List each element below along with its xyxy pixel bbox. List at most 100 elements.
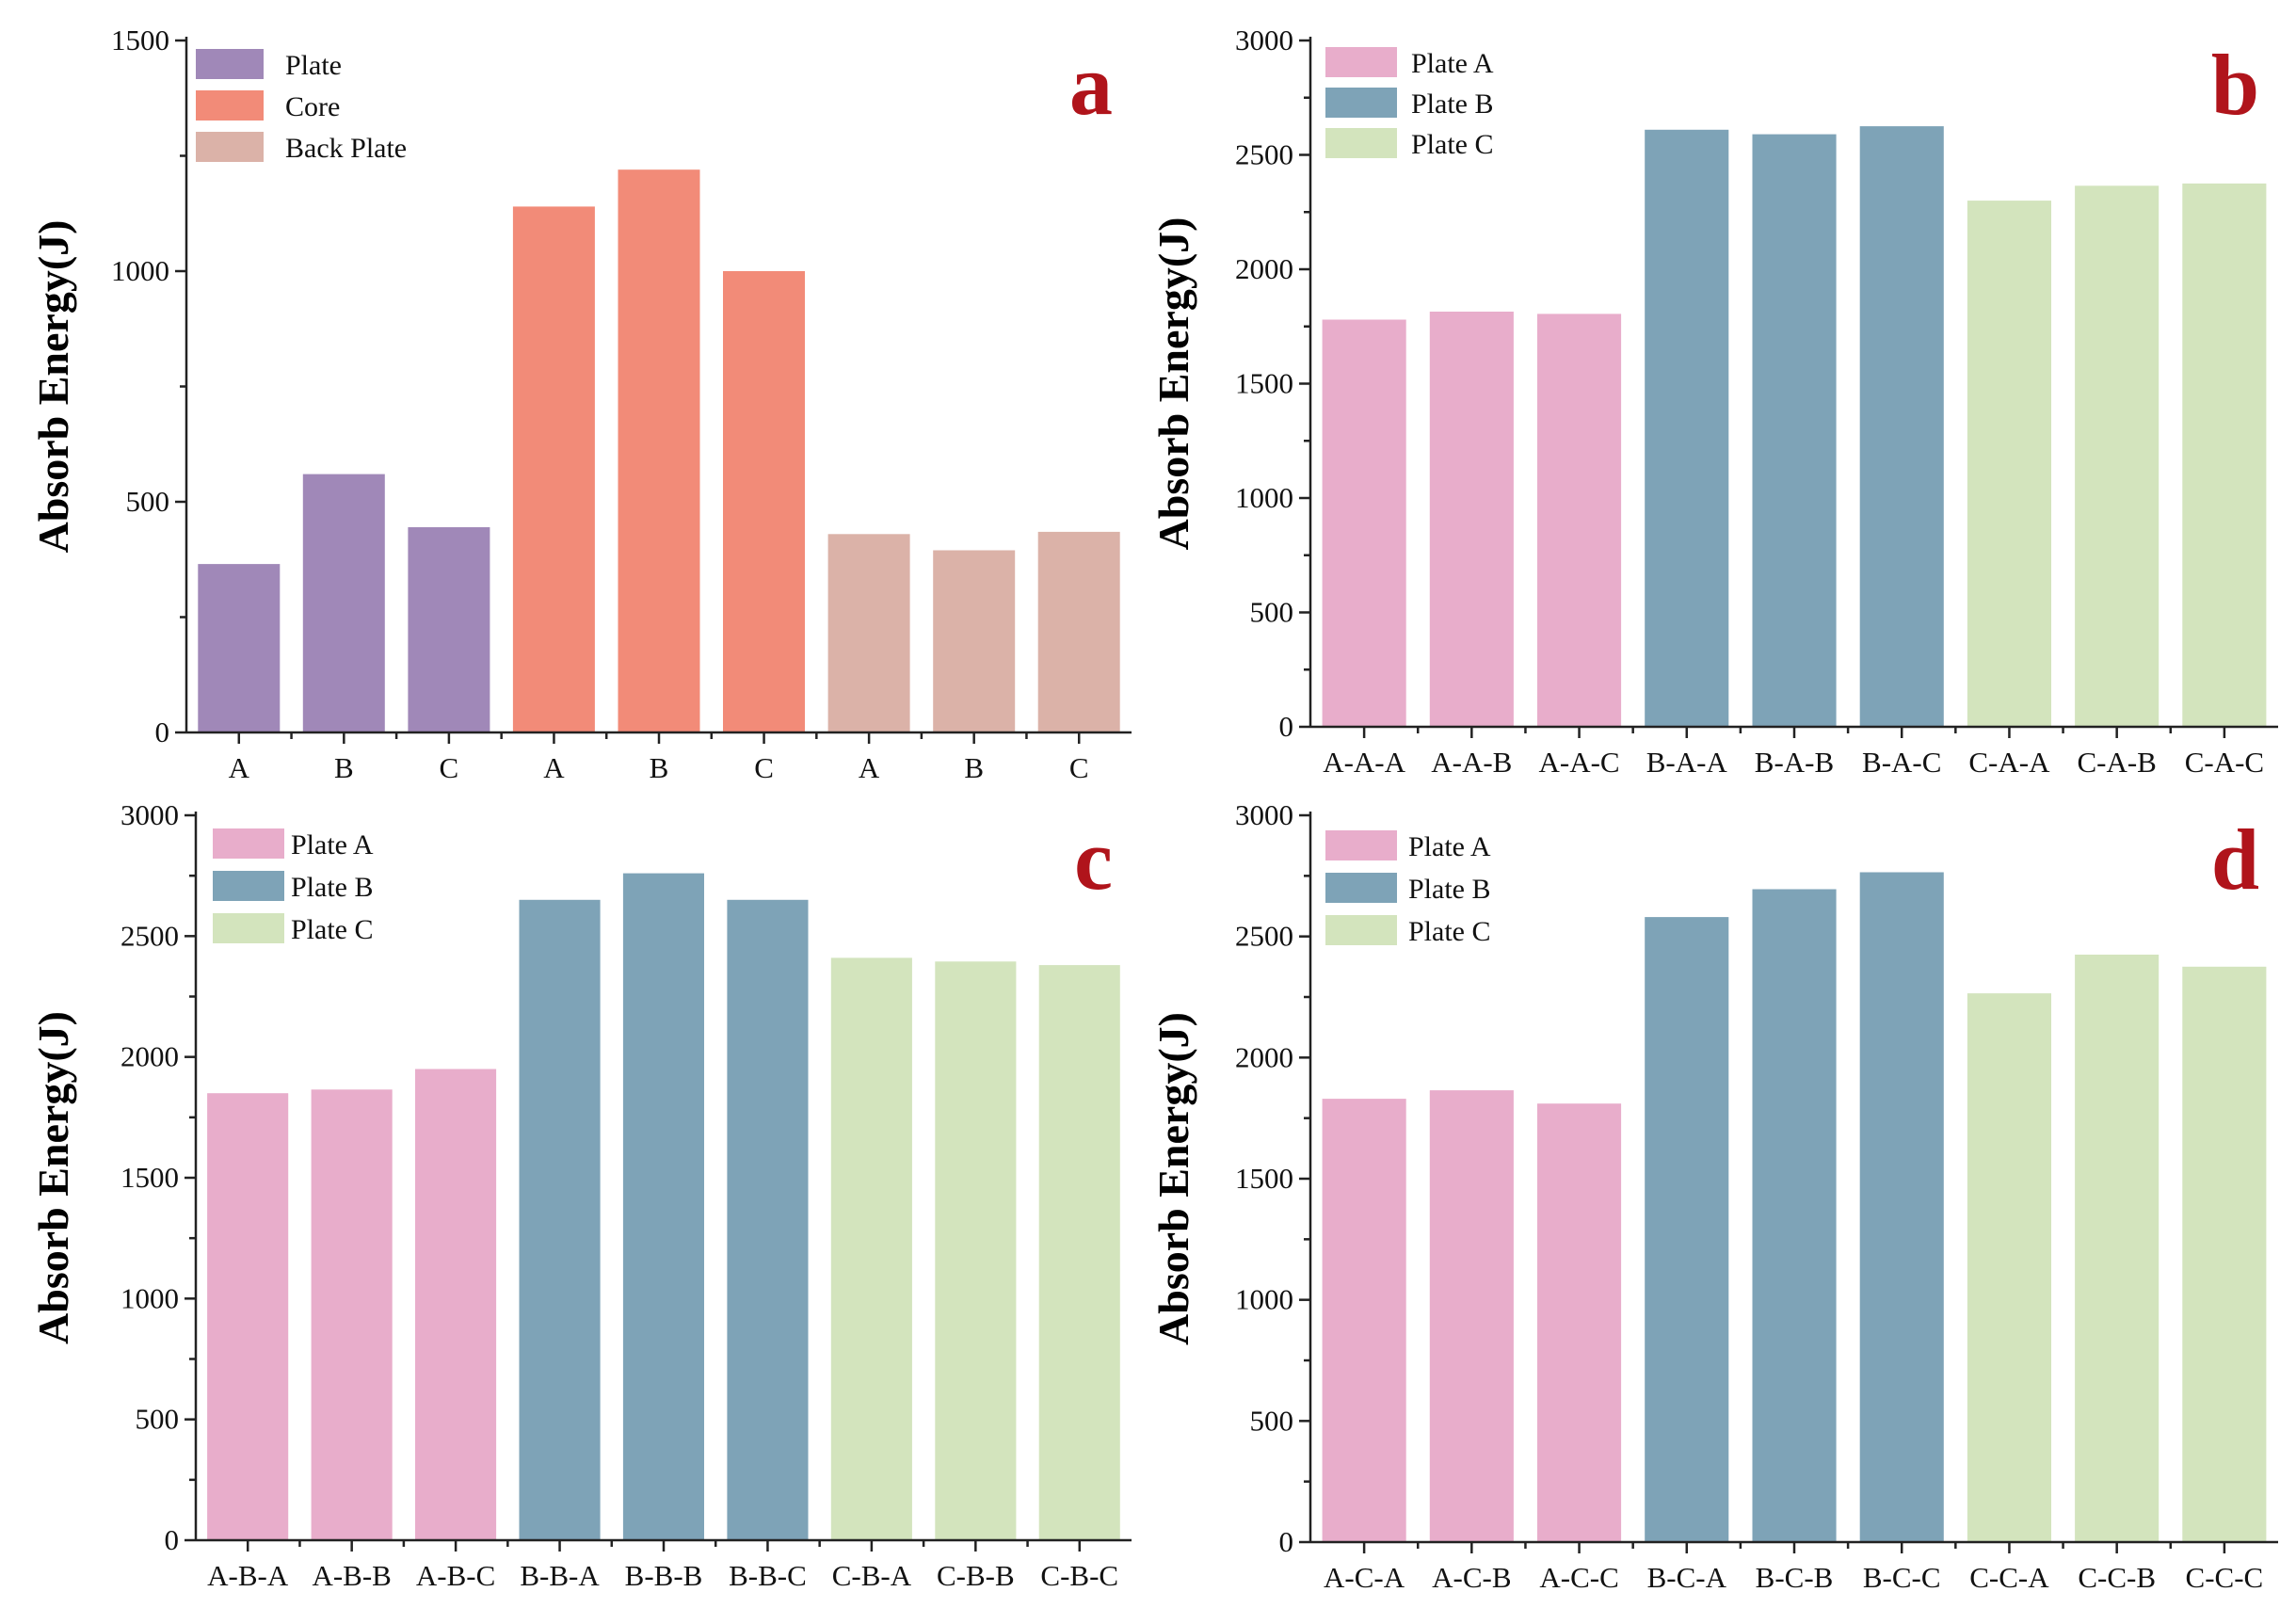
x-tick-label: B-A-B [1755,746,1834,779]
bar-d-5 [1752,889,1837,1542]
legend-swatch [1325,128,1397,158]
bar-b-2 [1429,312,1514,727]
bar-d-3 [1537,1103,1622,1542]
x-tick-label: A-C-A [1324,1561,1405,1594]
bar-d-2 [1429,1090,1514,1542]
chart-panel-b: 0 500 1000 1500 2000 2500 3000 A-A-A A-A-B A-A-C B… [1149,24,2278,779]
x-tick-label: B [334,751,354,784]
y-axis-title: Absorb Energy(J) [29,220,77,554]
bar-a-6 [723,271,805,732]
bar-a-4 [512,206,595,732]
y-tick-label: 0 [1279,1525,1294,1558]
x-tick-label: A-C-B [1432,1561,1511,1594]
legend-swatch [1325,915,1397,945]
panel-letter: c [1074,812,1113,908]
bar-c-2 [311,1089,393,1540]
y-axis-title: Absorb Energy(J) [1149,1012,1197,1345]
y-axis-title: Absorb Energy(J) [1149,217,1197,551]
y-tick-label: 1500 [1235,1162,1293,1195]
x-tick-label: B-C-C [1863,1561,1941,1594]
x-tick-label: B-A-A [1646,746,1728,779]
x-tick-label: A-B-A [207,1559,289,1592]
y-tick-label: 2500 [1235,920,1293,953]
bar-b-6 [1859,126,1944,728]
x-tick-label: B-C-A [1647,1561,1727,1594]
x-tick-label: A [543,751,565,784]
x-tick-label: B-A-C [1862,746,1941,779]
y-tick-label: 2000 [120,1040,179,1073]
legend-label: Plate A [1408,831,1491,862]
bar-c-5 [622,873,704,1540]
y-tick-label: 500 [1250,1404,1294,1437]
x-tick-label: C-A-B [2077,746,2156,779]
legend-swatch [196,90,264,121]
x-tick-label: C-C-B [2078,1561,2156,1594]
legend-swatch [1325,47,1397,77]
bar-a-7 [827,534,910,732]
legend-label: Plate C [291,914,374,945]
chart-panel-a: 0 500 1000 1500 A B C A B C A B C Absorb Energy(J) a Pl… [29,24,1132,784]
y-tick-label: 1000 [111,254,169,287]
bar-c-9 [1038,965,1120,1540]
y-tick-label: 2500 [120,919,179,952]
x-tick-label: A-A-B [1431,746,1512,779]
y-tick-label: 1500 [111,24,169,56]
x-tick-label: B [964,751,984,784]
x-tick-label: B-B-A [520,1559,600,1592]
y-tick-label: 3000 [1235,24,1293,56]
y-tick-label: 3000 [120,798,179,831]
x-tick-label: C-B-C [1040,1559,1118,1592]
y-tick-label: 500 [126,485,170,518]
y-tick-label: 0 [165,1523,180,1556]
legend-label: Plate B [1408,874,1491,905]
bar-d-1 [1322,1099,1406,1542]
bar-b-5 [1752,134,1837,728]
x-tick-label: A [859,751,880,784]
bar-a-8 [933,550,1016,732]
bar-d-9 [2182,966,2267,1542]
y-axis-title: Absorb Energy(J) [29,1011,77,1344]
y-tick-label: 0 [1279,710,1294,743]
legend-label: Plate B [1411,88,1494,120]
x-tick-label: C-A-C [2185,746,2264,779]
y-tick-label: 1500 [120,1161,179,1194]
chart-panel-d: 0 500 1000 1500 2000 2500 3000 A-C-A A-C-B A-C-C B… [1149,798,2278,1594]
legend-swatch [1325,88,1397,118]
y-tick-label: 3000 [1235,798,1293,831]
bar-d-7 [1967,993,2051,1542]
x-tick-label: B-B-C [729,1559,807,1592]
x-tick-label: C [1069,751,1089,784]
legend-swatch [213,828,284,859]
panel-letter: a [1069,37,1113,133]
bar-b-8 [2075,185,2160,728]
x-tick-label: C-A-A [1968,746,2050,779]
bar-a-9 [1037,531,1120,732]
bar-b-7 [1967,201,2051,728]
bar-c-6 [727,899,809,1540]
legend-label: Plate A [291,829,374,860]
legend-swatch [213,871,284,901]
x-tick-label: A [229,751,250,784]
x-tick-label: A-B-B [312,1559,391,1592]
legend-label: Plate C [1411,129,1494,160]
legend-swatch [1325,830,1397,860]
bar-b-3 [1537,314,1622,727]
legend-label: Core [285,91,340,122]
legend-swatch [213,913,284,943]
x-tick-label: C-C-C [2186,1561,2264,1594]
chart-panel-c: 0 500 1000 1500 2000 2500 3000 A-B-A A-B-B A-B-C B… [29,798,1132,1592]
y-tick-label: 500 [136,1403,180,1436]
x-tick-label: C-C-A [1969,1561,2049,1594]
bar-c-3 [415,1069,497,1540]
x-tick-label: C [754,751,774,784]
y-tick-label: 2000 [1235,252,1293,285]
legend-label: Plate [285,50,342,81]
bar-b-9 [2182,183,2267,727]
x-tick-label: B [650,751,669,784]
x-tick-label: B-B-B [625,1559,703,1592]
x-tick-label: C [440,751,459,784]
bar-a-5 [618,169,700,732]
x-tick-label: A-A-C [1539,746,1620,779]
bar-a-2 [302,474,385,732]
